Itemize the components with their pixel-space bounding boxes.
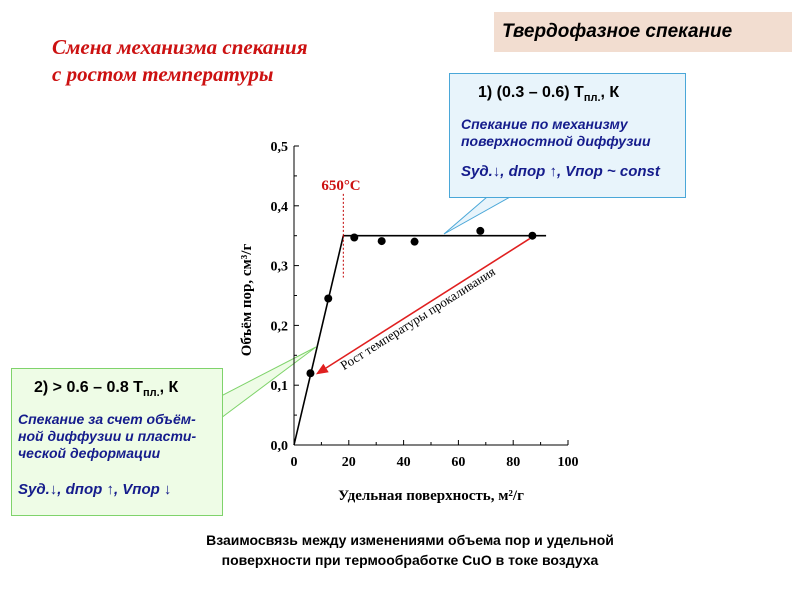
trend-arrow-label: Рост температуры прокаливания xyxy=(337,264,497,373)
fit-line xyxy=(293,235,345,446)
callout-1-description: Спекание по механизму поверхностной дифф… xyxy=(461,116,651,149)
temperature-marker-label: 650°C xyxy=(321,178,360,194)
y-tick-label: 0,0 xyxy=(271,439,289,454)
trend-arrow-shaft xyxy=(325,238,531,369)
topic-title: Твердофазное спекание xyxy=(502,21,733,42)
slide-heading: Смена механизма спекания с ростом темпер… xyxy=(52,34,308,88)
y-tick-label: 0,3 xyxy=(271,260,289,275)
callout-1-pointer xyxy=(443,196,512,235)
axes: 0,0 0,1 0,2 0,3 0,4 0,5 0 20 40 60 80 100 xyxy=(271,140,579,470)
topic-box: Твердофазное спекание xyxy=(494,12,792,52)
x-tick-label: 60 xyxy=(451,455,465,470)
y-axis-label: Объём пор, см³/г xyxy=(239,244,255,357)
x-tick-label: 100 xyxy=(558,455,579,470)
data-point xyxy=(528,231,537,240)
x-axis-label: Удельная поверхность, м²/г xyxy=(338,488,524,504)
data-points xyxy=(306,226,537,378)
figure-caption: Взаимосвязь между изменениями объема пор… xyxy=(206,532,614,568)
heading-line-2: с ростом температуры xyxy=(52,62,274,86)
y-tick-label: 0,2 xyxy=(271,319,289,334)
callout-2-trend: Sуд.↓, dпор ↑, Vпор ↓ xyxy=(18,481,172,498)
callout-1-heading: 1) (0.3 – 0.6) Тпл., К xyxy=(478,84,620,105)
fit-lines xyxy=(293,234,547,446)
data-point xyxy=(306,369,315,378)
data-point xyxy=(350,233,359,242)
x-tick-label: 20 xyxy=(342,455,356,470)
x-tick-label: 0 xyxy=(291,455,298,470)
data-point xyxy=(476,226,485,235)
heading-line-1: Смена механизма спекания xyxy=(52,35,308,59)
callout-2-heading: 2) > 0.6 – 0.8 Тпл., К xyxy=(34,379,179,400)
y-tick-label: 0,4 xyxy=(271,200,289,215)
callout-2-pointer xyxy=(220,346,317,419)
x-tick-label: 80 xyxy=(506,455,520,470)
y-tick-label: 0,5 xyxy=(271,140,289,155)
data-point xyxy=(377,237,386,246)
callout-1-trend: Sуд.↓, dпор ↑, Vпор ~ const xyxy=(461,163,660,180)
annotations: 650°C Рост температуры прокаливания xyxy=(315,178,531,375)
x-tick-label: 40 xyxy=(397,455,411,470)
callout-surface-diffusion: 1) (0.3 – 0.6) Тпл., К Спекание по механ… xyxy=(449,73,686,198)
y-tick-label: 0,1 xyxy=(271,379,289,394)
callout-2-description: Спекание за счет объём- ной диффузии и п… xyxy=(18,411,197,461)
data-point xyxy=(410,237,419,246)
data-point xyxy=(324,294,333,303)
trend-arrow-head xyxy=(315,363,329,375)
callout-volume-diffusion: 2) > 0.6 – 0.8 Тпл., К Спекание за счет … xyxy=(11,368,223,516)
